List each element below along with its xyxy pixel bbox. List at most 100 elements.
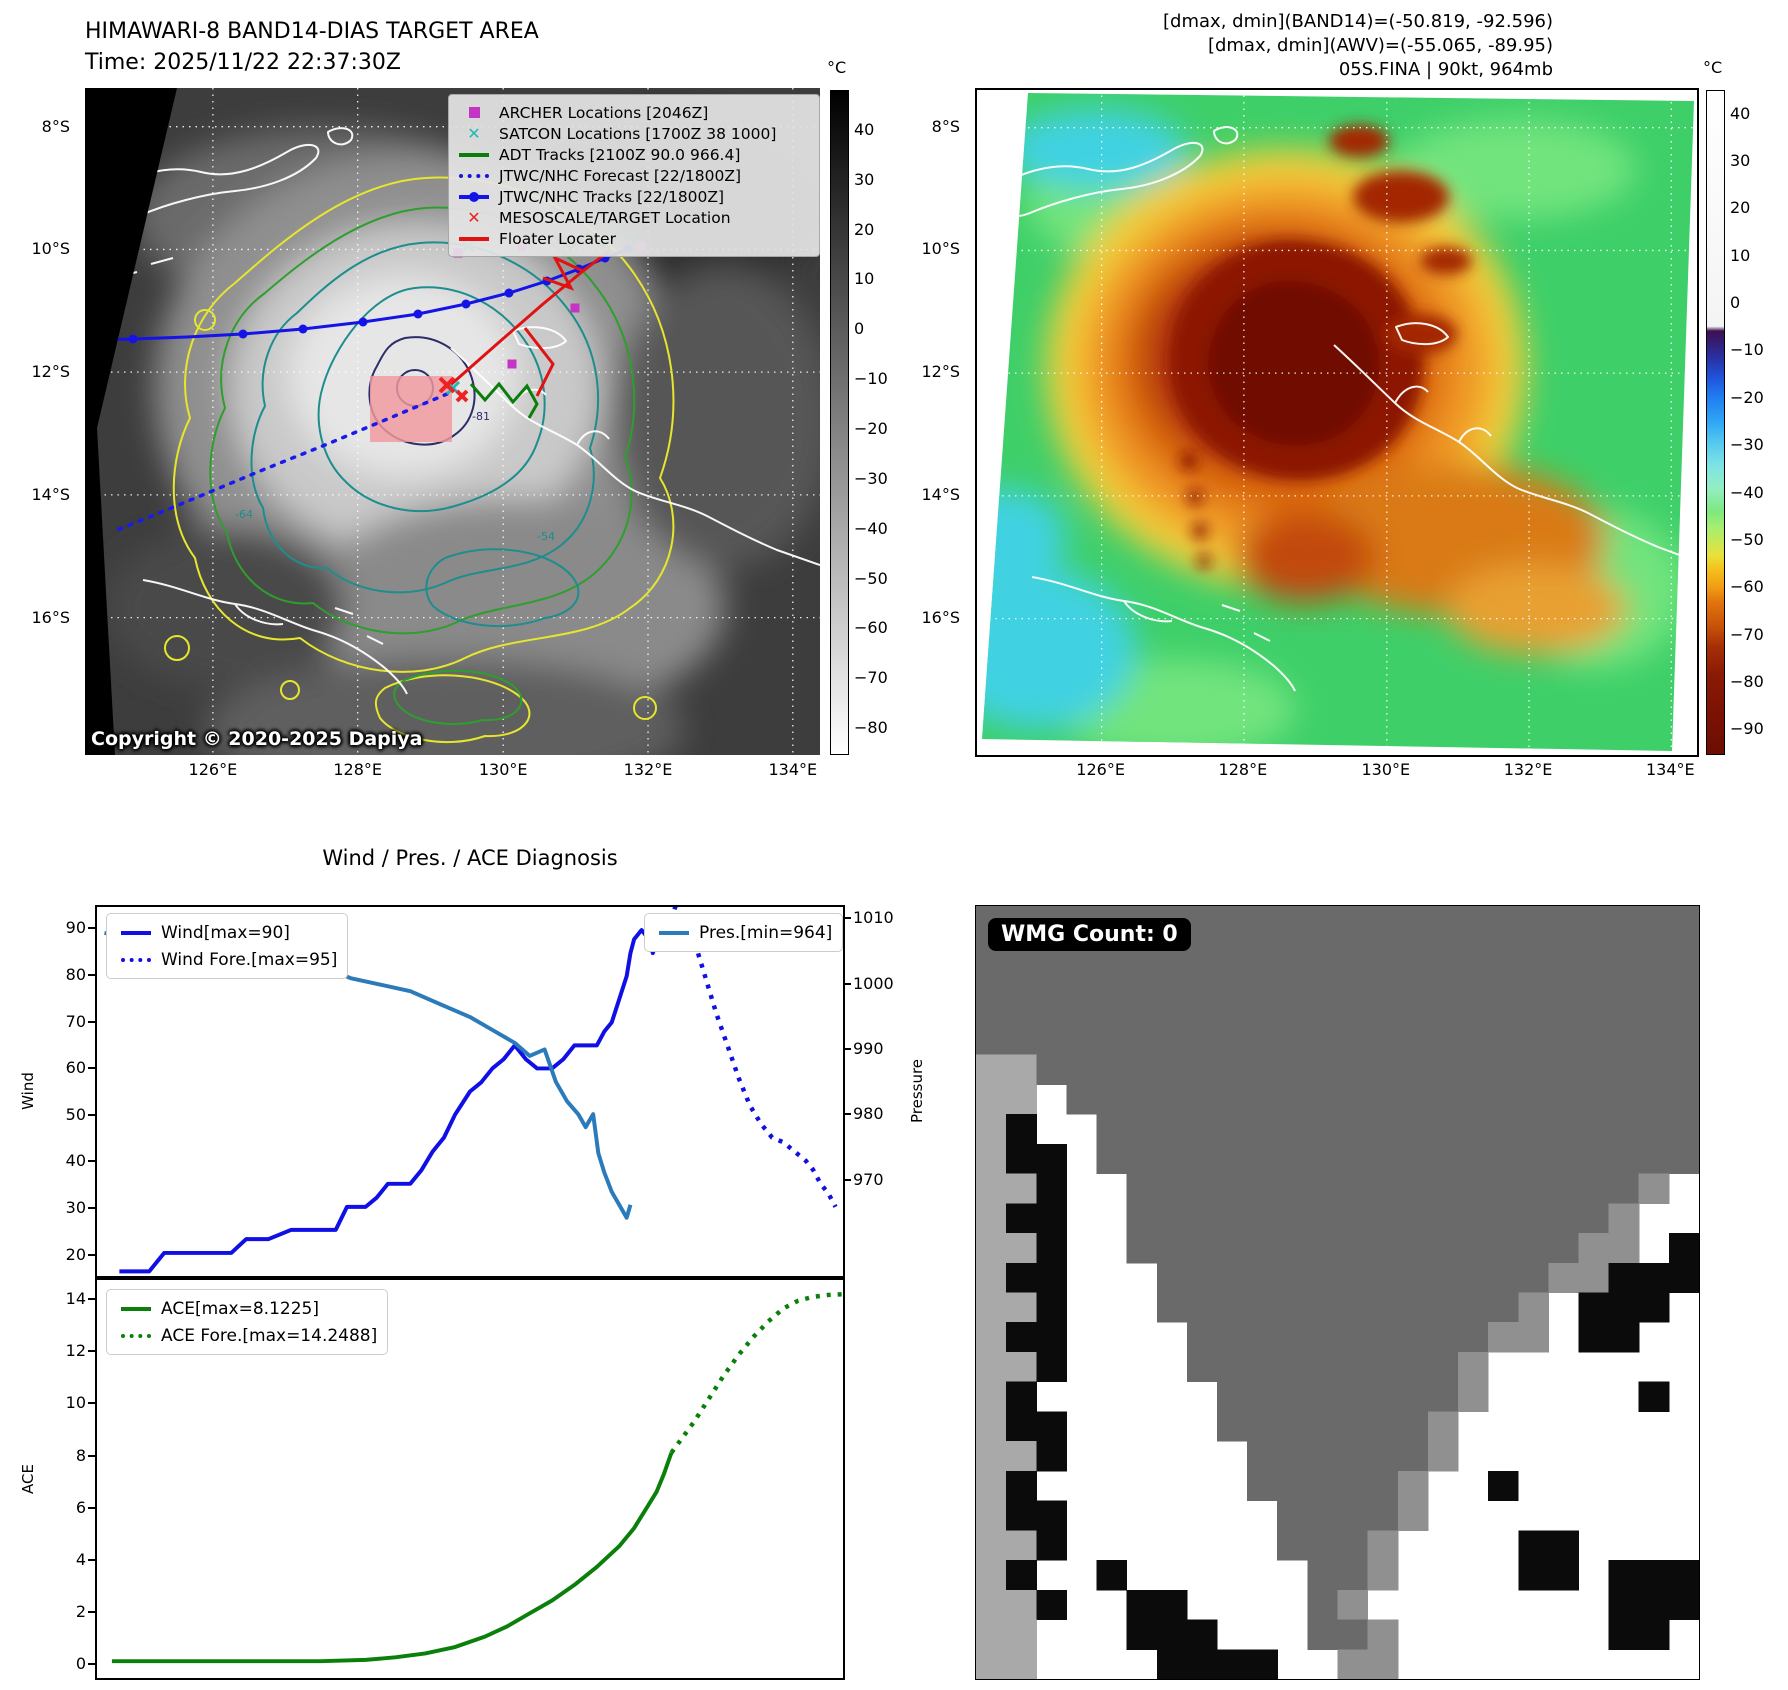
title-line-1: HIMAWARI-8 BAND14-DIAS TARGET AREA	[85, 19, 539, 44]
lon-label: 132°E	[623, 760, 673, 779]
colorbar-tick: 30	[854, 169, 875, 189]
page-title: HIMAWARI-8 BAND14-DIAS TARGET AREA Time:…	[85, 16, 539, 78]
colorbar-tick: −70	[1730, 624, 1764, 644]
wind-axis-title: Wind	[19, 1072, 37, 1110]
legend-marker-dotted	[117, 1322, 155, 1349]
lat-label: 10°S	[31, 239, 70, 259]
legend-label: ARCHER Locations [2046Z]	[499, 103, 709, 122]
left-colorbar	[830, 90, 849, 755]
legend-label: ACE Fore.[max=14.2488]	[161, 1325, 378, 1346]
y-tick-label: 4	[75, 1549, 97, 1569]
legend-marker-line	[117, 919, 155, 946]
legend-marker-line-dot	[455, 186, 493, 207]
pressure-axis-title: Pressure	[908, 1058, 926, 1124]
series-ACE Fore.[max=14.2488]	[669, 1292, 843, 1454]
y-tick-label: 40	[65, 1151, 97, 1171]
legend-label: ADT Tracks [2100Z 90.0 966.4]	[499, 145, 741, 164]
coastlines	[987, 126, 1694, 692]
lat-label: 10°S	[921, 239, 960, 259]
legend-marker-line	[455, 144, 493, 165]
y-tick-label: 2	[75, 1602, 97, 1622]
legend-item: ACE[max=8.1225]	[117, 1295, 377, 1322]
legend-item: ACE Fore.[max=14.2488]	[117, 1322, 377, 1349]
legend-label: JTWC/NHC Tracks [22/1800Z]	[499, 187, 725, 206]
lon-label: 126°E	[1076, 760, 1125, 779]
legend-label: Floater Locater	[499, 229, 616, 248]
chart-title: Wind / Pres. / ACE Diagnosis	[322, 846, 618, 870]
legend-marker-square	[455, 102, 493, 123]
colorbar-tick: 0	[854, 319, 865, 339]
lon-label: 130°E	[478, 760, 528, 779]
colorbar-tick: −60	[1730, 577, 1764, 597]
legend-label: JTWC/NHC Forecast [22/1800Z]	[499, 166, 742, 185]
ace-axis-title: ACE	[19, 1464, 37, 1494]
y-tick-label: 12	[65, 1341, 97, 1361]
right-colorbar-ticks: 40 30 20 10 0 −10 −20 −30 −40 −50 −60 −70 −80 −90	[1730, 90, 1788, 753]
wind-legend: Wind[max=90] Wind Fore.[max=95]	[106, 913, 349, 979]
lon-label: 134°E	[1645, 760, 1695, 779]
legend-item: Floater Locater	[455, 228, 813, 249]
latlon-gridlines	[982, 93, 1694, 751]
colorbar-tick: 10	[854, 269, 875, 289]
wmg-count-badge: WMG Count: 0	[988, 918, 1191, 951]
legend-label: Pres.[min=964]	[699, 922, 833, 943]
legend-item: Pres.[min=964]	[655, 919, 832, 946]
lat-label: 8°S	[41, 116, 70, 136]
lat-label: 16°S	[921, 607, 960, 627]
lat-label: 14°S	[921, 484, 960, 504]
legend-item: Wind Fore.[max=95]	[117, 946, 337, 973]
y-tick-label: 980	[843, 1104, 884, 1124]
mesoscale-target-x-marker	[438, 376, 469, 403]
ace-legend: ACE[max=8.1225] ACE Fore.[max=14.2488]	[106, 1289, 389, 1355]
header-metadata: [dmax, dmin](BAND14)=(-50.819, -92.596) …	[1163, 10, 1553, 82]
legend-marker-x: ✕	[467, 123, 481, 143]
legend-label: Wind[max=90]	[161, 922, 290, 943]
colorbar-tick: 10	[1730, 245, 1751, 265]
lon-label: 126°E	[188, 760, 238, 779]
legend-label: SATCON Locations [1700Z 38 1000]	[499, 124, 777, 143]
colorbar-tick: 20	[854, 219, 875, 239]
storm-id-intensity: 05S.FINA | 90kt, 964mb	[1338, 59, 1553, 80]
legend-marker-line	[117, 1295, 155, 1322]
copyright-watermark: Copyright © 2020-2025 Dapiya	[91, 728, 423, 750]
legend-item: ✕ SATCON Locations [1700Z 38 1000]	[455, 123, 813, 144]
legend-marker-dotted	[117, 946, 155, 973]
title-line-2: Time: 2025/11/22 22:37:30Z	[85, 50, 401, 75]
left-map-lat-axis: 8°S 10°S 12°S 14°S 16°S	[16, 88, 76, 755]
y-tick-label: 6	[75, 1497, 97, 1517]
colorbar-tick: −40	[854, 518, 888, 538]
y-tick-label: 30	[65, 1198, 97, 1218]
colorbar-tick: −50	[1730, 529, 1764, 549]
lat-label: 14°S	[31, 484, 70, 504]
colorbar-tick: −90	[1730, 719, 1764, 739]
colorbar-tick: −10	[854, 369, 888, 389]
legend-label: MESOSCALE/TARGET Location	[499, 208, 731, 227]
band14-satellite-map: -81 -64 -54 ARCHER Locations [2046Z] ✕ SATCO…	[85, 88, 820, 755]
floater-locater-lines	[446, 249, 610, 397]
ace-y-axis-ticks: 14 12 10 8 6 4 2 0	[44, 1278, 97, 1680]
lon-label: 128°E	[333, 760, 382, 779]
colorbar-tick: 30	[1730, 151, 1751, 171]
y-tick-label: 10	[65, 1393, 97, 1413]
colorbar-tick: −30	[854, 468, 888, 488]
legend-item: ADT Tracks [2100Z 90.0 966.4]	[455, 144, 813, 165]
y-tick-label: 1010	[843, 908, 894, 928]
y-tick-label: 970	[843, 1169, 884, 1189]
y-tick-label: 20	[65, 1244, 97, 1264]
wmg-panel: WMG Count: 0	[975, 905, 1700, 1680]
colorbar-tick: 40	[854, 119, 875, 139]
wind-y-axis-ticks: 90 80 70 60 50 40 30 20	[44, 905, 97, 1278]
dmax-dmin-awv: [dmax, dmin](AWV)=(-55.065, -89.95)	[1207, 35, 1553, 56]
pressure-legend: Pres.[min=964]	[644, 913, 844, 952]
right-map-lon-axis: 126°E 128°E 130°E 132°E 134°E	[975, 760, 1697, 784]
legend-item: ✕ MESOSCALE/TARGET Location	[455, 207, 813, 228]
jtwc-forecast-track	[115, 392, 449, 532]
legend-label: Wind Fore.[max=95]	[161, 949, 338, 970]
legend-marker-dotted	[455, 165, 493, 186]
left-colorbar-ticks: 40 30 20 10 0 −10 −20 −30 −40 −50 −60 −70 −80	[854, 90, 916, 753]
y-tick-label: 60	[65, 1058, 97, 1078]
ace-series	[111, 1292, 843, 1664]
awv-map-art	[976, 89, 1698, 756]
legend-label: ACE[max=8.1225]	[161, 1298, 319, 1319]
